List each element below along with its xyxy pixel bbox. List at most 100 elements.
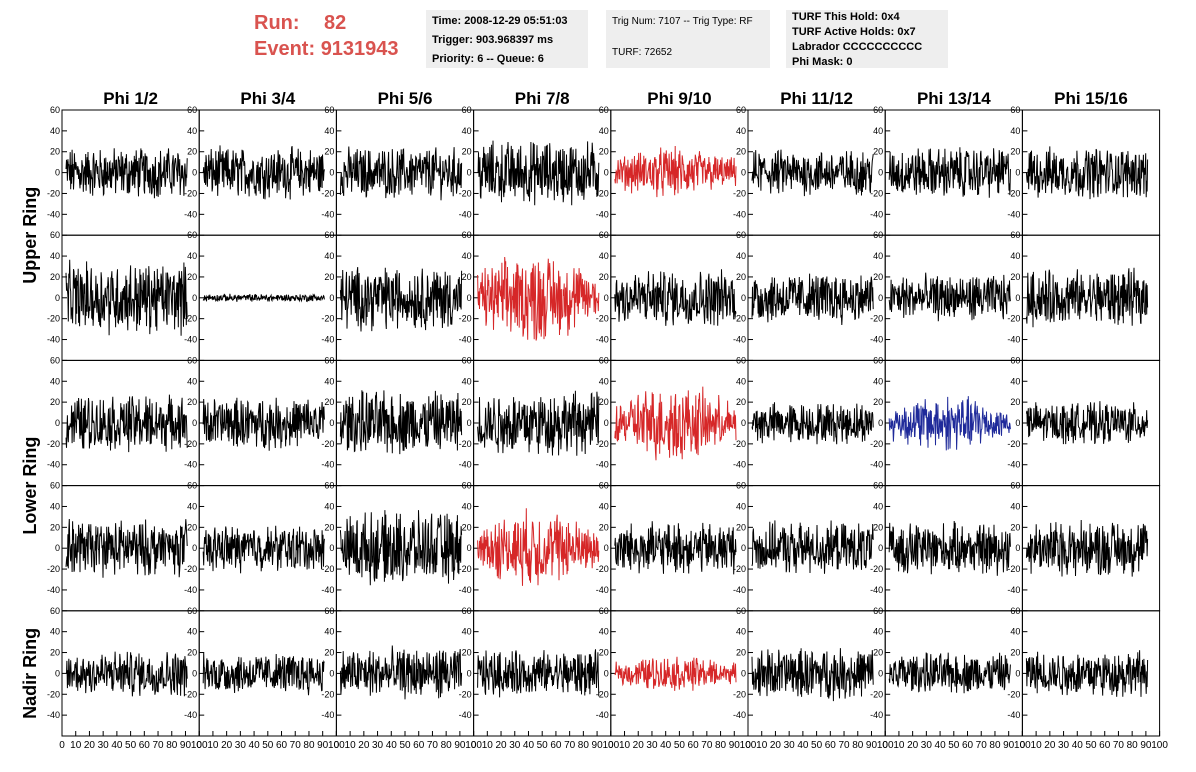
y-tick-label: 40 <box>599 126 609 136</box>
y-tick-label: 60 <box>873 230 883 240</box>
x-tick-label: 90 <box>866 740 878 751</box>
waveform-trace <box>1025 146 1149 200</box>
y-tick-label: -20 <box>459 439 472 449</box>
y-tick-label: 60 <box>599 105 609 115</box>
y-tick-label: 40 <box>599 376 609 386</box>
x-tick-label: 90 <box>1140 740 1152 751</box>
y-tick-label: -20 <box>321 564 334 574</box>
x-tick-label: 80 <box>852 740 864 751</box>
x-tick-label: 60 <box>139 740 151 751</box>
x-tick-label: 40 <box>523 740 535 751</box>
x-tick-label: 70 <box>564 740 576 751</box>
x-tick-label: 90 <box>1003 740 1015 751</box>
y-tick-label: -40 <box>47 209 60 219</box>
x-tick-label: 30 <box>372 740 384 751</box>
waveform-trace <box>614 269 737 326</box>
y-tick-label: -20 <box>733 188 746 198</box>
y-tick-label: 60 <box>187 606 197 616</box>
x-tick-label: 50 <box>537 740 549 751</box>
y-tick-label: 60 <box>873 606 883 616</box>
y-tick-label: 20 <box>736 147 746 157</box>
y-tick-label: 40 <box>873 126 883 136</box>
y-tick-label: 20 <box>1010 522 1020 532</box>
y-tick-label: -40 <box>459 710 472 720</box>
y-tick-label: 60 <box>462 105 472 115</box>
y-tick-label: -40 <box>1007 335 1020 345</box>
x-tick-label: 60 <box>962 740 974 751</box>
event-value: 9131943 <box>320 38 399 60</box>
y-tick-label: 20 <box>324 397 334 407</box>
x-tick-label: 40 <box>797 740 809 751</box>
y-tick-label: 20 <box>324 522 334 532</box>
x-tick-label: 80 <box>715 740 727 751</box>
y-tick-label: 20 <box>324 147 334 157</box>
y-tick-label: 20 <box>187 147 197 157</box>
y-tick-label: 0 <box>1015 168 1020 178</box>
waveform-trace <box>477 256 600 341</box>
y-tick-label: 60 <box>736 105 746 115</box>
y-tick-label: 60 <box>50 606 60 616</box>
y-tick-label: 60 <box>187 230 197 240</box>
waveform-trace <box>202 397 325 451</box>
y-tick-label: 20 <box>873 648 883 658</box>
priority-text: Priority: 6 -- Queue: 6 <box>432 53 544 65</box>
y-tick-label: 0 <box>329 543 334 553</box>
x-tick-label: 40 <box>249 740 261 751</box>
turf-text: TURF: 72652 <box>612 47 673 58</box>
y-tick-label: 60 <box>873 105 883 115</box>
y-tick-label: -40 <box>321 585 334 595</box>
y-tick-label: 0 <box>192 168 197 178</box>
y-tick-label: 0 <box>467 668 472 678</box>
x-tick-label: 20 <box>358 740 370 751</box>
y-tick-label: 40 <box>187 376 197 386</box>
waveform-trace <box>339 510 463 586</box>
y-tick-label: -40 <box>459 460 472 470</box>
x-tick-label: 70 <box>427 740 439 751</box>
x-tick-label: 20 <box>84 740 96 751</box>
y-tick-label: -20 <box>1007 188 1020 198</box>
waveform-trace <box>65 518 188 578</box>
y-tick-label: -20 <box>1007 439 1020 449</box>
y-tick-label: 0 <box>467 418 472 428</box>
y-tick-label: 20 <box>736 272 746 282</box>
y-tick-label: 40 <box>324 251 334 261</box>
waveform-trace <box>751 149 874 197</box>
y-tick-label: -40 <box>321 335 334 345</box>
waveform-trace <box>1025 519 1149 577</box>
x-tick-label: 50 <box>948 740 960 751</box>
x-tick-label: 10 <box>619 740 631 751</box>
y-tick-label: -20 <box>459 314 472 324</box>
y-tick-label: 60 <box>50 355 60 365</box>
y-tick-label: 0 <box>878 418 883 428</box>
y-tick-label: 60 <box>736 230 746 240</box>
x-tick-label: 40 <box>111 740 123 751</box>
y-tick-label: -20 <box>47 188 60 198</box>
y-tick-label: 20 <box>187 272 197 282</box>
y-tick-label: 0 <box>741 418 746 428</box>
y-tick-label: 40 <box>50 251 60 261</box>
x-tick-label: 80 <box>441 740 453 751</box>
x-tick-label: 40 <box>1072 740 1084 751</box>
y-tick-label: 20 <box>462 397 472 407</box>
x-tick-label: 60 <box>825 740 837 751</box>
y-tick-label: 40 <box>187 501 197 511</box>
y-tick-label: 60 <box>736 481 746 491</box>
column-title: Phi 3/4 <box>240 89 295 108</box>
x-tick-label: 30 <box>784 740 796 751</box>
waveform-trace <box>751 520 874 574</box>
waveform-trace <box>888 272 1011 322</box>
y-tick-label: 60 <box>324 481 334 491</box>
x-tick-label: 70 <box>290 740 302 751</box>
y-tick-label: 60 <box>462 481 472 491</box>
y-tick-label: 20 <box>736 648 746 658</box>
y-tick-label: 20 <box>599 397 609 407</box>
waveform-trace <box>614 386 737 461</box>
y-tick-label: 40 <box>50 376 60 386</box>
y-tick-label: 0 <box>55 168 60 178</box>
y-tick-label: 40 <box>50 126 60 136</box>
y-tick-label: -40 <box>459 335 472 345</box>
y-tick-label: 0 <box>604 668 609 678</box>
phi-mask-text: Phi Mask: 0 <box>792 56 853 68</box>
y-tick-label: -40 <box>870 209 883 219</box>
